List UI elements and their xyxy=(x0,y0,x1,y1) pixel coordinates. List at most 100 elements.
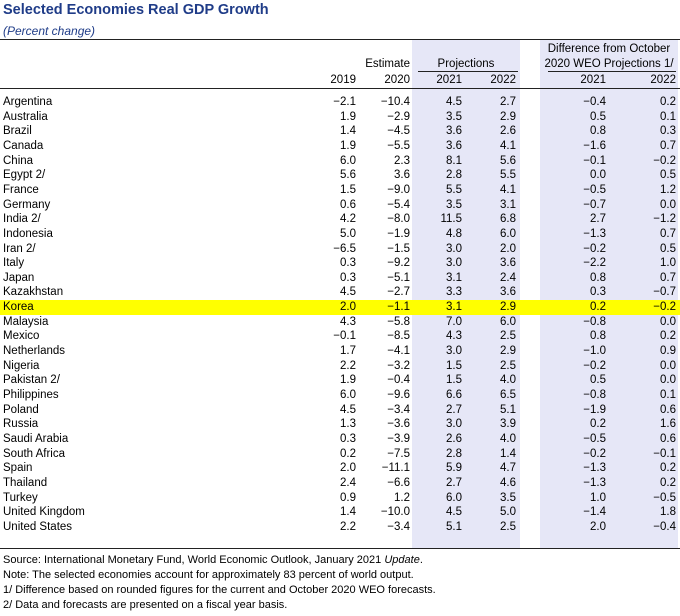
value-2019: 5.0 xyxy=(340,227,356,240)
value-2019: 4.3 xyxy=(340,315,356,328)
diff-2021: 2.0 xyxy=(590,520,606,533)
value-2020: −4.5 xyxy=(387,125,410,138)
value-2019: −0.1 xyxy=(333,330,356,343)
proj-2021: 11.5 xyxy=(440,213,462,226)
value-2020: −3.4 xyxy=(387,520,410,533)
value-2020: −0.4 xyxy=(387,374,410,387)
country-name: Pakistan 2/ xyxy=(3,374,60,387)
diff-2022: −0.7 xyxy=(653,286,676,299)
value-2020: 2.3 xyxy=(394,154,410,167)
proj-2021: 3.1 xyxy=(446,271,462,284)
country-name: South Africa xyxy=(3,447,66,460)
diff-2021: 0.8 xyxy=(590,125,606,138)
country-name: France xyxy=(3,183,39,196)
proj-2022: 3.1 xyxy=(500,198,516,211)
highlight-row-bar xyxy=(0,299,680,315)
value-2019: 1.9 xyxy=(340,139,356,152)
country-name: India 2/ xyxy=(3,213,41,226)
diff-2022: −0.5 xyxy=(653,491,676,504)
proj-2022: 6.8 xyxy=(500,213,516,226)
proj-2021: 5.5 xyxy=(446,183,462,196)
proj-2022: 4.7 xyxy=(500,462,516,475)
footnote-1: 1/ Difference based on rounded figures f… xyxy=(3,584,436,596)
country-name: Australia xyxy=(3,110,48,123)
diff-2021: −0.1 xyxy=(583,154,606,167)
diff-2022: 0.2 xyxy=(660,330,676,343)
value-2020: −9.6 xyxy=(387,389,410,401)
proj-2021: 4.8 xyxy=(446,227,462,240)
bottom-rule xyxy=(0,548,680,549)
country-name: Mexico xyxy=(3,330,40,343)
proj-2021: 3.6 xyxy=(446,139,462,152)
coverage-note: Note: The selected economies account for… xyxy=(3,569,414,581)
diff-2021: −1.3 xyxy=(583,462,606,475)
proj-2022: 6.0 xyxy=(500,227,516,240)
diff-2022: −0.4 xyxy=(653,520,676,533)
diff-2021: −1.4 xyxy=(583,506,606,519)
country-name: Iran 2/ xyxy=(3,242,36,255)
diff-2022: 0.1 xyxy=(660,110,676,123)
value-2019: 2.2 xyxy=(340,359,356,372)
country-name: Thailand xyxy=(3,476,48,489)
proj-2022: 4.6 xyxy=(500,476,516,489)
value-2019: 1.9 xyxy=(340,110,356,123)
country-name: Russia xyxy=(3,418,39,431)
value-2019: 0.3 xyxy=(340,432,356,445)
diff-2021: 0.8 xyxy=(590,271,606,284)
proj-2022: 2.7 xyxy=(500,96,516,108)
diff-2021: −1.3 xyxy=(583,227,606,240)
diff-2022: −0.2 xyxy=(653,154,676,167)
value-2020: −3.2 xyxy=(387,359,410,372)
value-2020: −8.0 xyxy=(387,213,410,226)
diff-2022: 0.2 xyxy=(660,462,676,475)
header-estimate: Estimate xyxy=(365,58,410,70)
source-text: Source: International Monetary Fund, Wor… xyxy=(3,554,385,566)
value-2020: −7.5 xyxy=(387,447,410,460)
diff-2022: 0.0 xyxy=(660,374,676,387)
proj-2021: 4.3 xyxy=(446,330,462,343)
country-name: Malaysia xyxy=(3,315,49,328)
diff-2022: 0.7 xyxy=(660,227,676,240)
country-name: Japan xyxy=(3,271,35,284)
diff-2021: 0.2 xyxy=(590,301,606,314)
value-2019: 1.9 xyxy=(340,374,356,387)
country-name: Italy xyxy=(3,257,25,270)
country-name: Poland xyxy=(3,403,39,416)
value-2019: −2.1 xyxy=(333,96,356,108)
proj-2022: 2.5 xyxy=(500,520,516,533)
country-name: Brazil xyxy=(3,125,32,138)
proj-2021: 5.9 xyxy=(446,462,462,475)
proj-2022: 5.1 xyxy=(500,403,516,416)
country-name: Germany xyxy=(3,198,51,211)
proj-2022: 3.6 xyxy=(500,257,516,270)
proj-2021: 4.5 xyxy=(446,96,462,108)
proj-2022: 2.6 xyxy=(500,125,516,138)
value-2020: −9.2 xyxy=(387,257,410,270)
diff-2022: −0.2 xyxy=(653,301,676,314)
value-2020: −11.1 xyxy=(381,462,410,475)
value-2020: −1.9 xyxy=(387,227,410,240)
value-2019: 5.6 xyxy=(340,169,356,182)
value-2020: −5.4 xyxy=(387,198,410,211)
value-2020: −5.8 xyxy=(387,315,410,328)
value-2019: 2.0 xyxy=(340,301,356,314)
diff-2021: −0.7 xyxy=(583,198,606,211)
proj-2021: 2.7 xyxy=(446,476,462,489)
diff-2021: −0.8 xyxy=(583,315,606,328)
value-2019: 4.5 xyxy=(340,403,356,416)
header-2020: 2020 xyxy=(384,74,410,86)
proj-2022: 3.9 xyxy=(500,418,516,431)
difference-band xyxy=(540,39,678,548)
country-name: Turkey xyxy=(3,491,38,504)
proj-2021: 6.6 xyxy=(446,389,462,401)
diff-2022: 0.3 xyxy=(660,125,676,138)
value-2020: −10.4 xyxy=(380,96,410,108)
diff-2022: 0.0 xyxy=(660,359,676,372)
diff-2022: 0.2 xyxy=(660,96,676,108)
diff-2021: 2.7 xyxy=(590,213,606,226)
diff-2022: −1.2 xyxy=(653,213,676,226)
diff-2021: 0.8 xyxy=(590,330,606,343)
country-name: Nigeria xyxy=(3,359,40,372)
proj-2021: 2.8 xyxy=(446,169,462,182)
header-rule xyxy=(0,88,680,89)
